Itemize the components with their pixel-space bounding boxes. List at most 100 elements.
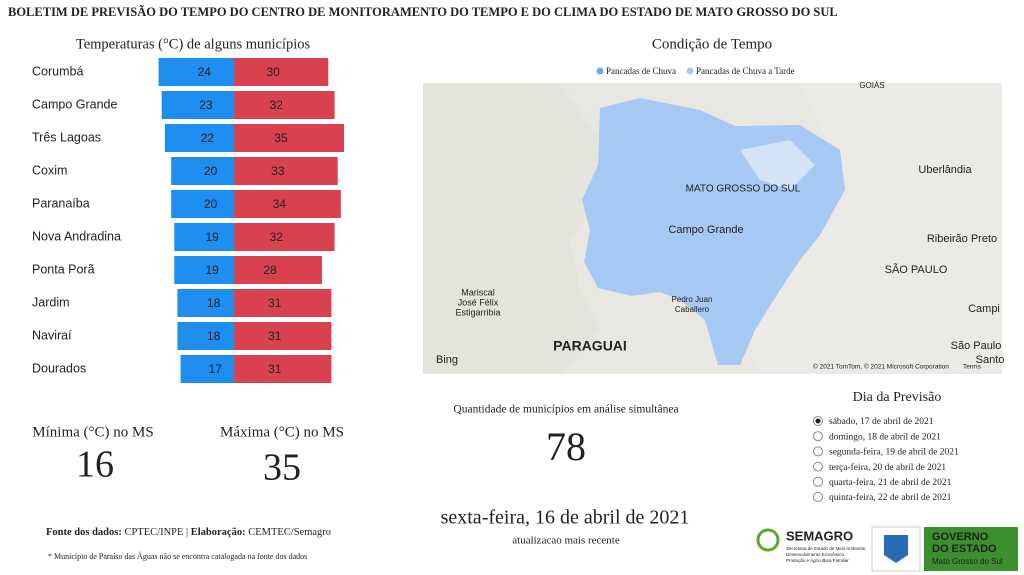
- value-label: 19: [205, 230, 219, 244]
- logo-text: SEMAGRO: [786, 528, 853, 543]
- forecast-option[interactable]: quarta-feira, 21 de abril de 2021: [813, 476, 952, 488]
- forecast-options: sábado, 17 de abril de 2021 domingo, 18 d…: [813, 416, 960, 503]
- forecast-option[interactable]: terça-feira, 20 de abril de 2021: [813, 461, 947, 473]
- forecast-title: Dia da Previsão: [853, 390, 942, 405]
- logo-sub: Secretaria de Estado de Meio Ambiente,: [786, 546, 867, 551]
- legend-label: Pancadas de Chuva: [606, 66, 676, 76]
- bar: [234, 322, 332, 350]
- map-label: Estigarribia: [455, 307, 500, 317]
- source: Fonte dos dados: CPTEC/INPE | Elaboração…: [46, 527, 331, 538]
- max-value: 35: [263, 447, 301, 489]
- value-label: 32: [270, 98, 284, 112]
- bar: [234, 157, 338, 185]
- forecast-option[interactable]: domingo, 18 de abril de 2021: [813, 431, 942, 443]
- map-label: PARAGUAI: [553, 338, 627, 354]
- bar: [234, 58, 329, 86]
- radio-button[interactable]: [813, 431, 823, 442]
- min-label: Mínima (°C) no MS: [32, 424, 153, 440]
- category-label: Ponta Porã: [32, 262, 95, 276]
- page-title: BOLETIM DE PREVISÃO DO TEMPO DO CENTRO D…: [8, 5, 838, 19]
- map[interactable]: GOIÁS Uberlândia MATO GROSSO DO SUL Campo G…: [423, 81, 1004, 374]
- category-label: Paranaíba: [32, 196, 90, 210]
- map-label: Campo Grande: [668, 224, 743, 236]
- bar: [180, 355, 234, 383]
- bar: [177, 289, 234, 317]
- legend-label: Pancadas de Chuva a Tarde: [696, 66, 795, 76]
- value-label: 22: [201, 131, 215, 145]
- map-terms[interactable]: Terms: [963, 364, 981, 371]
- radio-dot: [815, 418, 821, 424]
- option-label[interactable]: terça-feira, 20 de abril de 2021: [829, 462, 946, 473]
- count-label: Quantidade de municípios em análise simu…: [453, 404, 678, 416]
- bar: [234, 124, 344, 152]
- option-label[interactable]: domingo, 18 de abril de 2021: [829, 432, 941, 442]
- logo-icon: [756, 528, 780, 552]
- map-credits: © 2021 TomTom, © 2021 Microsoft Corporat…: [813, 363, 949, 371]
- value-label: 20: [204, 164, 218, 178]
- option-label[interactable]: segunda-feira, 19 de abril de 2021: [829, 447, 959, 458]
- category-label: Jardim: [32, 295, 70, 309]
- map-labels: GOIÁS Uberlândia MATO GROSSO DO SUL Campo G…: [455, 81, 1004, 366]
- logo-box: [924, 527, 1018, 571]
- forecast-option[interactable]: segunda-feira, 19 de abril de 2021: [813, 446, 960, 458]
- category-label: Corumbá: [32, 64, 83, 78]
- category-label: Coxim: [32, 163, 67, 177]
- radio-button[interactable]: [813, 446, 823, 457]
- category-label: Dourados: [32, 361, 86, 375]
- bar: [171, 190, 234, 218]
- legend-marker: [596, 67, 604, 75]
- map-label: Mariscal: [461, 287, 495, 297]
- radio-button[interactable]: [813, 492, 823, 502]
- category-label: Três Lagoas: [32, 130, 101, 144]
- option-label[interactable]: quarta-feira, 21 de abril de 2021: [829, 477, 952, 488]
- logo-sub: Mato Grosso do Sul: [932, 557, 1003, 566]
- logo-sub: Produção e Agricultura Familiar: [786, 558, 849, 563]
- bar-chart: Corumbá 24 30 Campo Grande 23 32 Três Lagoas 22…: [32, 58, 344, 383]
- value-label: 31: [268, 296, 282, 310]
- value-label: 20: [204, 197, 218, 211]
- radio-button[interactable]: [813, 461, 823, 472]
- map-label: José Félix: [458, 297, 499, 307]
- map-label: Pedro Juan: [672, 295, 713, 304]
- bar: [234, 190, 341, 218]
- map-label: Uberlândia: [918, 164, 972, 176]
- map-brand: Bing: [436, 354, 458, 366]
- updated-label: atualizacao mais recente: [512, 535, 620, 547]
- logo-text: GOVERNO: [932, 531, 989, 543]
- max-label: Máxima (°C) no MS: [220, 424, 344, 440]
- bar: [234, 256, 322, 284]
- bar: [161, 91, 234, 119]
- bar: [174, 256, 234, 284]
- value-label: 17: [209, 362, 223, 376]
- map-legend: Pancadas de Chuva Pancadas de Chuva a Tar…: [596, 66, 795, 76]
- bar: [171, 157, 234, 185]
- value-label: 30: [266, 65, 280, 79]
- value-label: 24: [198, 65, 212, 79]
- value-label: 31: [268, 362, 282, 376]
- map-land: [740, 83, 1002, 374]
- logo-sub: Desenvolvimento Econômico,: [786, 552, 845, 557]
- bar: [234, 91, 335, 119]
- bar: [164, 124, 234, 152]
- government-logo: GOVERNO DO ESTADO Mato Grosso do Sul: [871, 526, 1018, 572]
- forecast-option[interactable]: sábado, 17 de abril de 2021: [813, 416, 934, 428]
- value-label: 32: [270, 230, 284, 244]
- map-label: MATO GROSSO DO SUL: [686, 184, 801, 195]
- value-label: 19: [205, 263, 219, 277]
- min-value: 16: [76, 444, 114, 486]
- map-label: Caballero: [675, 305, 710, 314]
- map-label: SÃO PAULO: [885, 263, 948, 276]
- logo-text: DO ESTADO: [932, 543, 997, 555]
- map-region: [740, 140, 815, 190]
- chart-title: Temperaturas (°C) de alguns municípios: [76, 36, 311, 52]
- updated-date: sexta-feira, 16 de abril de 2021: [441, 507, 690, 529]
- value-label: 35: [274, 131, 288, 145]
- value-label: 33: [271, 164, 285, 178]
- bar: [234, 223, 335, 251]
- radio-button[interactable]: [813, 476, 823, 487]
- option-label[interactable]: sábado, 17 de abril de 2021: [829, 417, 934, 427]
- option-label[interactable]: quinta-feira, 22 de abril de 2021: [829, 492, 952, 503]
- forecast-option[interactable]: quinta-feira, 22 de abril de 2021: [813, 492, 952, 503]
- value-label: 18: [207, 296, 221, 310]
